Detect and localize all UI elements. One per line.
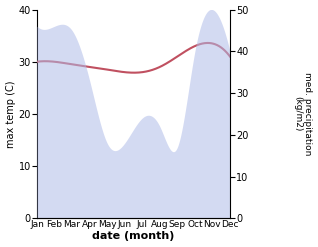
X-axis label: date (month): date (month) (92, 231, 175, 242)
Y-axis label: max temp (C): max temp (C) (5, 80, 16, 148)
Y-axis label: med. precipitation
(kg/m2): med. precipitation (kg/m2) (293, 72, 313, 156)
